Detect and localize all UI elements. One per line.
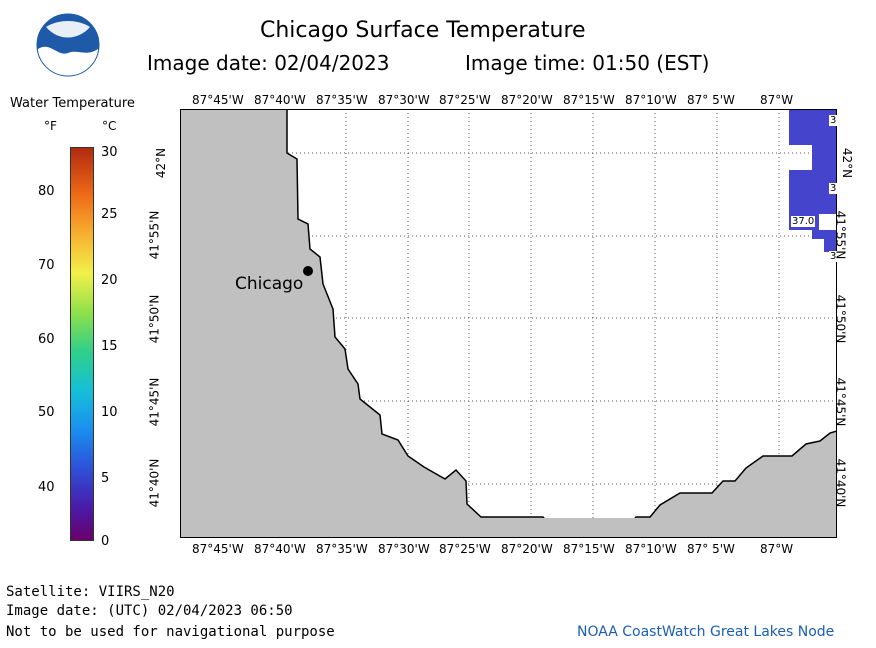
utc-date-info: Image date: (UTC) 02/04/2023 06:50	[6, 603, 293, 619]
color-scale-bar	[70, 147, 94, 541]
legend-unit-c: °C	[102, 119, 117, 133]
f-tick-label: 40	[38, 480, 55, 495]
lat-label-left: 41°55'N	[147, 210, 162, 260]
lon-label-top: 87°20'W	[501, 93, 553, 107]
temp-value-label: 37.0	[791, 216, 816, 227]
lon-label-top: 87°25'W	[439, 93, 491, 107]
lon-label-bottom: 87°45'W	[192, 542, 244, 556]
lat-label-right: 41°45'N	[833, 377, 848, 427]
f-tick-label: 70	[38, 258, 55, 273]
c-tick-label: 5	[101, 471, 110, 486]
noaa-logo	[36, 13, 100, 77]
map-frame	[180, 109, 837, 538]
lon-label-bottom: 87° 5'W	[687, 542, 735, 556]
temperature-map	[180, 109, 837, 538]
lon-label-bottom: 87°15'W	[563, 542, 615, 556]
f-tick-label: 80	[38, 184, 55, 199]
temp-value-label: 3	[829, 115, 838, 126]
c-tick-label: 0	[101, 534, 110, 549]
lon-label-top: 87°40'W	[254, 93, 306, 107]
legend-title: Water Temperature	[10, 96, 135, 111]
lon-label-top: 87°30'W	[378, 93, 430, 107]
legend-unit-f: °F	[44, 119, 57, 133]
satellite-info: Satellite: VIIRS_N20	[6, 584, 175, 600]
lat-label-right: 41°50'N	[833, 294, 848, 344]
lat-label-left: 42°N	[154, 147, 169, 179]
lon-label-bottom: 87°25'W	[439, 542, 491, 556]
lon-label-top: 87° 5'W	[687, 93, 735, 107]
city-label: Chicago	[235, 274, 304, 294]
lon-label-bottom: 87°40'W	[254, 542, 306, 556]
lat-label-left: 41°40'N	[147, 458, 162, 508]
c-tick-label: 15	[101, 339, 118, 354]
c-tick-label: 10	[101, 405, 118, 420]
lon-label-top: 87°45'W	[192, 93, 244, 107]
temp-value-label: 3	[829, 183, 838, 194]
lat-label-right: 41°55'N	[833, 210, 848, 260]
lon-label-top: 87°10'W	[625, 93, 677, 107]
lon-label-bottom: 87°10'W	[625, 542, 677, 556]
chicago-city-marker	[303, 266, 313, 276]
temp-value-label: 3	[829, 251, 838, 262]
chart-title: Chicago Surface Temperature	[260, 18, 586, 43]
image-date: Image date: 02/04/2023	[147, 51, 390, 75]
c-tick-label: 30	[101, 145, 118, 160]
f-tick-label: 60	[38, 332, 55, 347]
lon-label-bottom: 87°30'W	[378, 542, 430, 556]
lat-label-left: 41°50'N	[147, 294, 162, 344]
c-tick-label: 25	[101, 207, 118, 222]
lon-label-bottom: 87°20'W	[501, 542, 553, 556]
c-tick-label: 20	[101, 273, 118, 288]
lon-label-bottom: 87°35'W	[316, 542, 368, 556]
lon-label-top: 87°15'W	[563, 93, 615, 107]
credit-label: NOAA CoastWatch Great Lakes Node	[577, 624, 835, 640]
land-area	[180, 109, 837, 538]
image-time: Image time: 01:50 (EST)	[465, 51, 710, 75]
lat-label-right: 42°N	[840, 147, 855, 179]
f-tick-label: 50	[38, 405, 55, 420]
lat-label-left: 41°45'N	[147, 377, 162, 427]
graticule	[180, 109, 837, 538]
lon-label-top: 87°35'W	[316, 93, 368, 107]
lon-label-top: 87°W	[760, 93, 794, 107]
disclaimer: Not to be used for navigational purpose	[6, 624, 335, 640]
lat-label-right: 41°40'N	[833, 458, 848, 508]
lon-label-bottom: 87°W	[760, 542, 794, 556]
